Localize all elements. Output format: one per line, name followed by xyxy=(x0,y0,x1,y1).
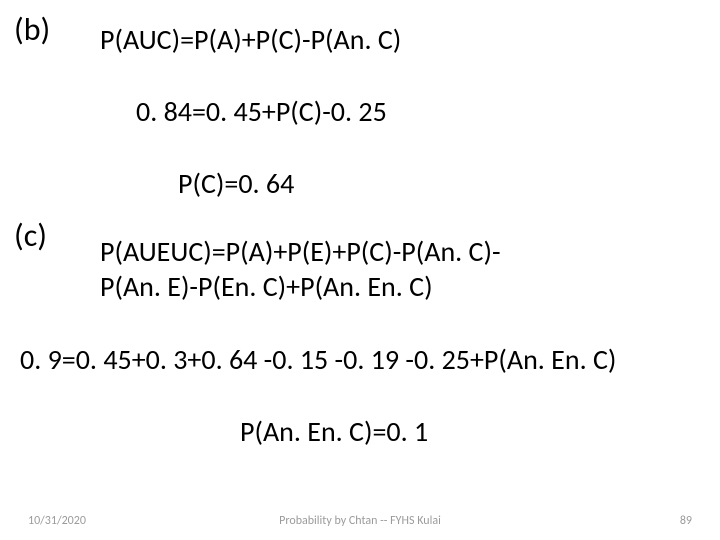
part-b-label: (b) xyxy=(14,10,50,49)
part-c-result: P(An. En. C)=0. 1 xyxy=(240,414,428,449)
part-c-formula: P(AUEUC)=P(A)+P(E)+P(C)-P(An. C)- P(An. … xyxy=(100,234,501,304)
part-c-label: (c) xyxy=(14,216,47,255)
footer-page-number: 89 xyxy=(680,514,692,528)
slide-content: (b) P(AUC)=P(A)+P(C)-P(An. C) 0. 84=0. 4… xyxy=(0,0,720,540)
footer-title: Probability by Chtan -- FYHS Kulai xyxy=(0,514,720,528)
part-b-substitution: 0. 84=0. 45+P(C)-0. 25 xyxy=(136,94,387,129)
part-c-formula-line2: P(An. E)-P(En. C)+P(An. En. C) xyxy=(100,269,433,304)
part-c-substitution: 0. 9=0. 45+0. 3+0. 64 -0. 15 -0. 19 -0. … xyxy=(20,342,616,377)
part-c-formula-line1: P(AUEUC)=P(A)+P(E)+P(C)-P(An. C)- xyxy=(100,234,501,269)
part-b-formula: P(AUC)=P(A)+P(C)-P(An. C) xyxy=(100,22,401,57)
part-b-result: P(C)=0. 64 xyxy=(178,166,294,201)
